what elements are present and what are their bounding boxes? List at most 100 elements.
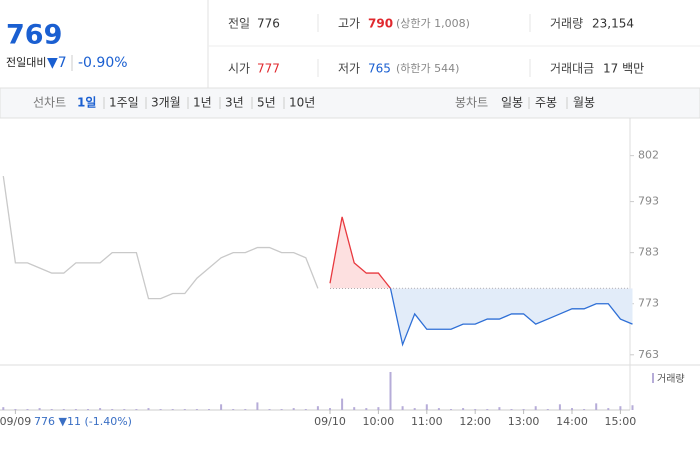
volume-bar: [558, 404, 561, 410]
field-label: 거래량: [550, 17, 583, 31]
volume-bar: [486, 409, 489, 410]
volume-bar: [595, 403, 598, 410]
y-tick-label: 793: [638, 195, 659, 208]
volume-bar: [389, 372, 392, 410]
volume-bar: [232, 409, 235, 410]
volume-bar: [437, 408, 440, 410]
tab[interactable]: 1주일: [109, 96, 139, 110]
y-tick-label: 802: [638, 149, 659, 162]
volume-bar: [583, 409, 586, 410]
volume-bar: [268, 409, 271, 410]
tab[interactable]: 일봉: [501, 96, 523, 110]
tab[interactable]: 5년: [257, 96, 276, 110]
volume-bar: [607, 408, 610, 410]
field-label: 시가: [228, 62, 250, 76]
volume-bar: [413, 408, 416, 410]
y-tick-label: 773: [638, 297, 659, 310]
volume-bar: [631, 405, 634, 410]
y-tick-label: 783: [638, 246, 659, 259]
change-label: 전일대비: [6, 55, 46, 69]
change-pct: -0.90%: [78, 55, 128, 71]
volume-bar: [50, 409, 53, 410]
field-value: 790: [368, 17, 393, 31]
tab[interactable]: 1일: [77, 96, 96, 110]
volume-bar: [135, 409, 138, 410]
area-down: [390, 288, 633, 345]
field-value: 776: [257, 17, 280, 31]
field-label: 거래대금: [550, 62, 594, 76]
volume-bar: [510, 409, 513, 410]
tab-group-label: 봉차트: [455, 96, 488, 110]
area-up: [330, 216, 633, 289]
volume-bar: [208, 409, 210, 410]
volume-bar: [462, 408, 465, 410]
volume-bar: [329, 408, 331, 410]
x-tick-label: 13:00: [508, 415, 540, 428]
annotation: 776 ▼11 (-1.40%): [34, 415, 132, 428]
volume-bar: [534, 406, 537, 410]
price-line: [2, 175, 319, 300]
volume-bar: [365, 408, 368, 410]
volume-bar: [183, 409, 186, 410]
x-tick-label: 15:00: [605, 415, 637, 428]
volume-bar: [38, 408, 41, 410]
volume-bar: [474, 409, 477, 410]
field-note: (하한가 544): [396, 61, 459, 75]
volume-bar: [256, 402, 259, 410]
field-label: 저가: [338, 62, 360, 76]
field-note: (상한가 1,008): [396, 17, 470, 30]
price: 769: [6, 20, 62, 51]
tab[interactable]: 1년: [193, 96, 212, 110]
volume-bar: [99, 408, 102, 410]
price-line-up: [329, 216, 392, 289]
y-tick-label: 763: [638, 348, 659, 361]
volume-bar: [377, 407, 380, 410]
volume-bar: [147, 408, 150, 410]
x-tick-label: 09/09: [0, 415, 31, 428]
x-tick-label: 09/10: [314, 415, 346, 428]
volume-bar: [2, 407, 5, 410]
volume-bar: [341, 398, 344, 410]
volume-bar: [74, 409, 77, 410]
tab-bar: [0, 87, 700, 119]
volume-bar: [111, 409, 114, 410]
volume-bar: [159, 409, 162, 410]
change: ▼7: [47, 55, 67, 71]
volume-bar: [87, 409, 89, 410]
volume-bar: [425, 404, 428, 410]
field-value: 23,154: [592, 17, 634, 31]
field-value: 777: [257, 62, 280, 76]
tab-group-label: 선차트: [33, 96, 66, 110]
volume-bar: [546, 409, 549, 410]
tab[interactable]: 월봉: [573, 96, 595, 110]
volume-bar: [304, 409, 307, 410]
volume-bar: [316, 406, 319, 410]
volume-bar: [280, 409, 283, 410]
volume-bar: [522, 409, 525, 410]
price-line-down: [389, 288, 633, 347]
x-tick-label: 12:00: [459, 415, 491, 428]
tab[interactable]: 10년: [289, 96, 315, 110]
volume-bar: [244, 409, 247, 410]
volume-bar: [62, 409, 65, 410]
tab[interactable]: 3년: [225, 96, 244, 110]
volume-bar: [571, 408, 573, 410]
volume-bar: [292, 408, 295, 410]
volume-bar: [123, 409, 126, 410]
volume-bar: [498, 407, 501, 410]
tab[interactable]: 주봉: [535, 96, 557, 110]
volume-bar: [26, 409, 29, 410]
volume-bar: [450, 409, 452, 410]
volume-bar: [619, 406, 622, 410]
x-tick-label: 14:00: [556, 415, 588, 428]
x-tick-label: 11:00: [411, 415, 443, 428]
tab[interactable]: 3개월: [151, 96, 181, 110]
legend-swatch: [652, 373, 654, 383]
field-label: 고가: [338, 17, 360, 31]
volume-bar: [401, 406, 404, 410]
field-value: 17 백만: [603, 62, 644, 76]
field-value: 765: [368, 62, 391, 76]
volume-bar: [171, 409, 174, 410]
volume-bar: [220, 404, 223, 410]
